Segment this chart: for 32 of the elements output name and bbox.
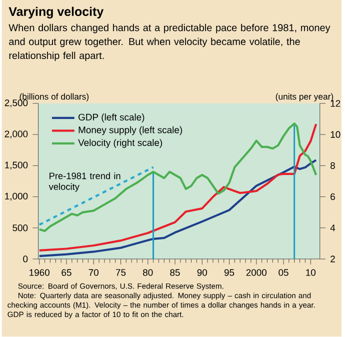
chart-subtitle: When dollars changed hands at a predictable pace before 1981, money and output grew together. But when velocity became volatile, the relationship fell apart.: [8, 24, 330, 62]
x-tick-label: 05: [278, 269, 288, 276]
x-tick-label: 10: [306, 269, 316, 276]
y2-axis-title: (units per year): [276, 93, 334, 102]
x-tick-label: 75: [116, 269, 126, 276]
x-tick-label: 85: [170, 269, 180, 276]
y-tick-label: 500: [12, 224, 28, 232]
x-tick-label: 80: [143, 269, 153, 276]
y2-tick-label: 6: [330, 194, 335, 200]
y-tick-label: 1,500: [5, 162, 28, 170]
line-series: [38, 159, 318, 258]
y-axis-title: (billions of dollars): [20, 93, 89, 102]
x-tick-label: 95: [224, 269, 234, 276]
y2-tick-label: 12: [330, 100, 340, 107]
legend-label: GDP (left scale): [78, 114, 144, 122]
y-tick-label: 2,000: [4, 130, 28, 139]
y-tick-label: 1,000: [5, 192, 28, 201]
y2-tick-label: 8: [330, 162, 335, 170]
x-tick-label: 1960: [30, 269, 50, 276]
y-tick-label: 0: [23, 256, 28, 262]
x-tick-label: 70: [88, 269, 98, 276]
x-tick-label: 2000: [246, 269, 267, 276]
legend-label: Money supply (left scale): [78, 126, 182, 136]
y2-tick-label: 4: [330, 224, 336, 232]
x-tick-label: 65: [62, 269, 72, 276]
y2-tick-label: 10: [330, 131, 340, 138]
series-label: Pre-1981 trend in velocity: [48, 172, 120, 192]
y2-tick-label: 2: [330, 256, 335, 262]
y-tick-label: 2,500: [4, 100, 28, 108]
legend-label: Velocity (right scale): [78, 139, 162, 148]
x-tick-label: 90: [197, 269, 208, 276]
chart-title: Varying velocity: [8, 6, 104, 19]
